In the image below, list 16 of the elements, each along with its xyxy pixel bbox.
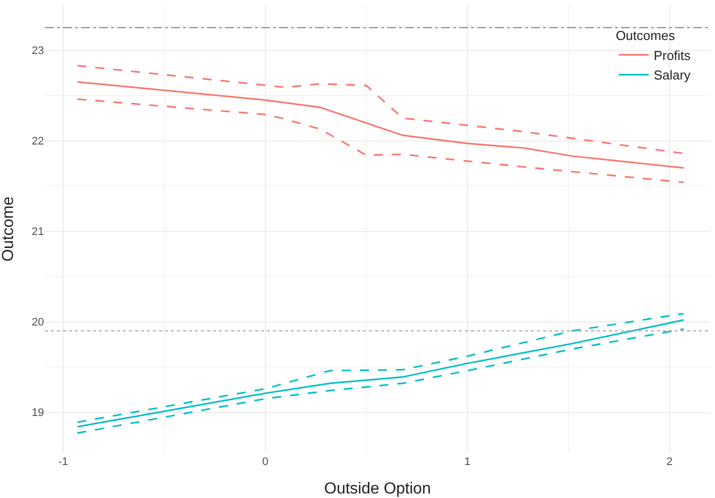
x-tick-label: 2 xyxy=(666,456,673,468)
y-tick-label: 23 xyxy=(32,45,44,58)
x-tick-label: 0 xyxy=(262,456,268,468)
line-series xyxy=(76,98,685,184)
y-tick-label: 20 xyxy=(32,316,44,329)
legend-label: Salary xyxy=(654,68,692,83)
y-tick-label: 22 xyxy=(32,136,44,148)
y-tick-label: 19 xyxy=(32,407,44,420)
legend-title: Outcomes xyxy=(616,28,676,43)
y-tick-label: 21 xyxy=(32,226,44,238)
line-series xyxy=(76,81,685,169)
x-tick-label: 1 xyxy=(464,456,471,468)
x-axis-title: Outside Option xyxy=(324,480,431,498)
x-tick-label: -1 xyxy=(58,456,68,468)
legend-label: Profits xyxy=(654,48,692,63)
y-axis-title: Outcome xyxy=(0,196,17,262)
